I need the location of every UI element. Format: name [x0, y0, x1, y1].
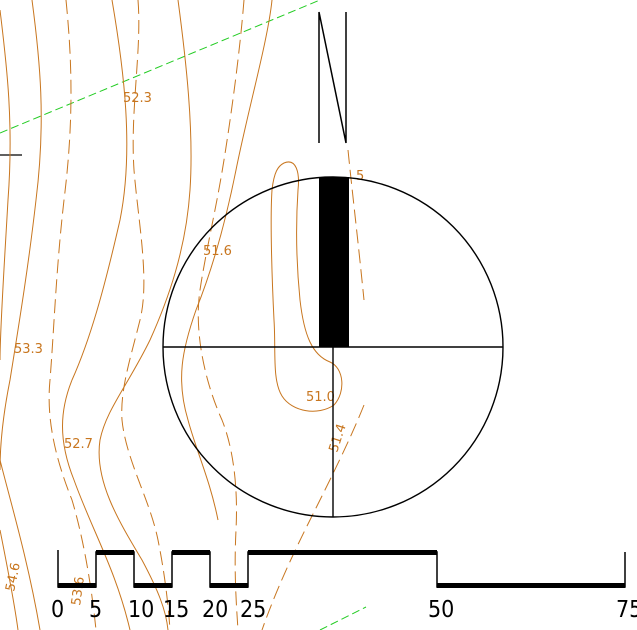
scale-tick-label: 20	[202, 597, 228, 623]
scale-bar-filled-segments	[58, 550, 625, 588]
contour-line-dashed	[121, 0, 171, 630]
contour-line-dashed	[197, 0, 245, 630]
contour-label: 51.0	[306, 390, 335, 405]
north-arrow-glyph	[318, 11, 347, 144]
compass-rose	[162, 176, 504, 518]
scale-bar: 0 5 10 15 20 25 50 75	[51, 550, 637, 623]
scale-segment	[96, 550, 134, 555]
scale-bar-outline	[57, 550, 626, 588]
contour-label: 53.6	[69, 576, 88, 607]
scale-segment	[210, 583, 248, 588]
contour-label: 51.6	[203, 244, 232, 259]
scale-tick-label: 10	[128, 597, 154, 623]
scale-segment	[58, 583, 96, 588]
property-boundary	[0, 0, 367, 630]
contour-line	[0, 0, 42, 471]
contour-lines-solid	[0, 0, 343, 630]
contour-line	[98, 0, 192, 630]
north-arrow-icon	[318, 11, 347, 144]
scale-bar-labels: 0 5 10 15 20 25 50 75	[51, 597, 637, 623]
contour-line	[0, 459, 41, 630]
scale-segment	[134, 583, 172, 588]
contour-line	[0, 529, 19, 630]
contour-line	[0, 9, 11, 361]
scale-tick-label: 50	[428, 597, 454, 623]
contour-line-dashed	[347, 149, 365, 301]
contour-loop	[270, 161, 343, 412]
contour-label: 51.4	[327, 422, 350, 454]
contour-label: 52.3	[123, 91, 152, 106]
scale-tick-label: 5	[89, 597, 102, 623]
scale-tick-label: 0	[51, 597, 64, 623]
scale-tick-label: 75	[616, 597, 637, 623]
contour-labels: 52.3 51.6 53.3 51.0 52.7 51.4 5 53.6 54.…	[3, 91, 364, 607]
contour-line-dashed	[261, 404, 365, 630]
contour-label: 53.3	[14, 342, 43, 357]
scale-segment	[437, 583, 625, 588]
contour-label: 52.7	[64, 437, 93, 452]
boundary-line-bottom	[319, 606, 367, 630]
contour-label: 5	[356, 169, 364, 184]
contour-line-dashed	[48, 0, 97, 630]
scale-segment	[172, 550, 210, 555]
contour-label: 54.6	[3, 561, 24, 592]
scale-tick-label: 15	[163, 597, 189, 623]
scale-segment	[248, 550, 437, 555]
contour-line	[62, 0, 131, 630]
contour-lines-dashed	[48, 0, 365, 630]
boundary-line-top	[0, 0, 321, 134]
compass-needle	[319, 177, 349, 347]
scale-tick-label: 25	[240, 597, 266, 623]
contour-line	[181, 0, 273, 521]
